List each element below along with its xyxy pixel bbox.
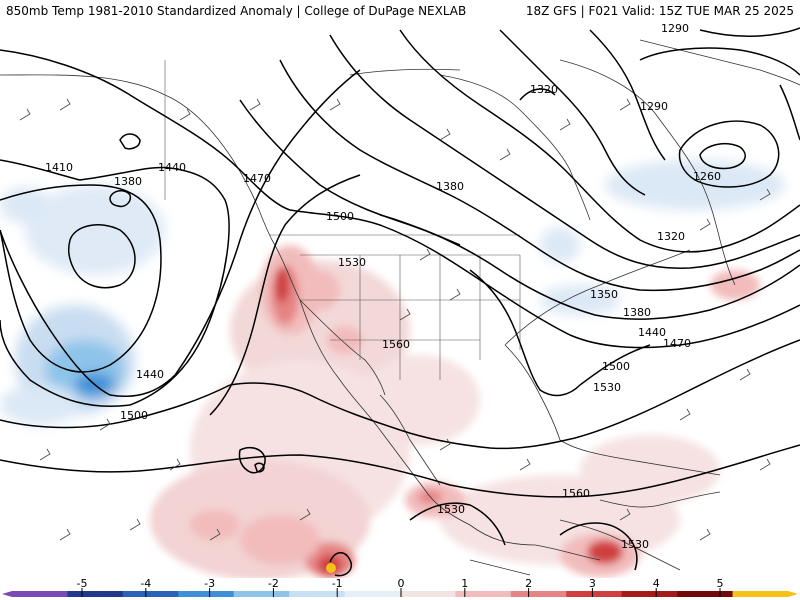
colorbar-tick-label: 2 bbox=[525, 577, 532, 590]
colorbar-segment bbox=[566, 591, 623, 597]
title-bar: 850mb Temp 1981-2010 Standardized Anomal… bbox=[0, 0, 800, 22]
colorbar-segment bbox=[510, 591, 567, 597]
contour-label: 1560 bbox=[562, 487, 590, 500]
colorbar-ticks: -5 -4 -3 -2 -1 0 1 2 3 4 5 bbox=[77, 577, 724, 597]
contour-label: 1440 bbox=[158, 161, 186, 174]
contour-label: 1470 bbox=[663, 337, 691, 350]
contour-label: 1470 bbox=[243, 172, 271, 185]
contour-label: 1290 bbox=[661, 22, 689, 35]
contour-label-group: 1290 1320 1290 1260 1410 1380 1440 1470 … bbox=[45, 22, 721, 551]
contour-label: 1500 bbox=[326, 210, 354, 223]
state-borders bbox=[164, 60, 521, 380]
colorbar-tick-label: -1 bbox=[332, 577, 343, 590]
colorbar-tick-label: 3 bbox=[589, 577, 596, 590]
wind-barbs bbox=[19, 98, 771, 541]
warm-anomaly-shading bbox=[150, 245, 760, 580]
contour-label: 1530 bbox=[621, 538, 649, 551]
contour-label: 1500 bbox=[602, 360, 630, 373]
colorbar-segment bbox=[344, 591, 401, 597]
colorbar-tick-label: 5 bbox=[717, 577, 724, 590]
cold-anomaly-shading bbox=[0, 160, 785, 425]
colorbar-tick-label: -5 bbox=[77, 577, 88, 590]
contour-label: 1380 bbox=[436, 180, 464, 193]
model-valid-time: 18Z GFS | F021 Valid: 15Z TUE MAR 25 202… bbox=[525, 4, 794, 18]
height-contours bbox=[0, 27, 800, 577]
contour-label: 1350 bbox=[590, 288, 618, 301]
colorbar-segment bbox=[621, 591, 678, 597]
colorbar-segment bbox=[67, 591, 124, 597]
colorbar: -5 -4 -3 -2 -1 0 1 2 3 4 5 bbox=[0, 577, 800, 600]
colorbar-tick-label: -2 bbox=[268, 577, 279, 590]
colorbar-segment bbox=[233, 591, 290, 597]
coastlines bbox=[0, 39, 800, 576]
colorbar-segments bbox=[2, 591, 798, 597]
contour-label: 1560 bbox=[382, 338, 410, 351]
contour-label: 1380 bbox=[623, 306, 651, 319]
colorbar-tick-label: 4 bbox=[653, 577, 660, 590]
contour-label: 1500 bbox=[120, 409, 148, 422]
colorbar-tick-label: -4 bbox=[140, 577, 151, 590]
contour-label: 1320 bbox=[657, 230, 685, 243]
colorbar-segment bbox=[677, 591, 734, 597]
colorbar-segment bbox=[455, 591, 512, 597]
colorbar-tick-label: 1 bbox=[461, 577, 468, 590]
extreme-anomaly-spot bbox=[326, 563, 336, 573]
contour-label: 1530 bbox=[593, 381, 621, 394]
colorbar-segment bbox=[400, 591, 456, 597]
colorbar-segment bbox=[12, 591, 68, 597]
colorbar-max-arrow bbox=[788, 591, 798, 597]
contour-label: 1440 bbox=[136, 368, 164, 381]
colorbar-tick-label: 0 bbox=[398, 577, 405, 590]
colorbar-tick-label: -3 bbox=[204, 577, 215, 590]
colorbar-segment bbox=[732, 591, 789, 597]
contour-label: 1380 bbox=[114, 175, 142, 188]
contour-label: 1530 bbox=[437, 503, 465, 516]
colorbar-segment bbox=[178, 591, 235, 597]
contour-label: 1260 bbox=[693, 170, 721, 183]
colorbar-min-arrow bbox=[2, 591, 12, 597]
colorbar-segment bbox=[122, 591, 179, 597]
contour-label: 1410 bbox=[45, 161, 73, 174]
contour-label: 1320 bbox=[530, 83, 558, 96]
map-title: 850mb Temp 1981-2010 Standardized Anomal… bbox=[6, 4, 467, 18]
contour-label: 1440 bbox=[638, 326, 666, 339]
contour-label: 1530 bbox=[338, 256, 366, 269]
contour-label: 1290 bbox=[640, 100, 668, 113]
colorbar-segment bbox=[289, 591, 346, 597]
